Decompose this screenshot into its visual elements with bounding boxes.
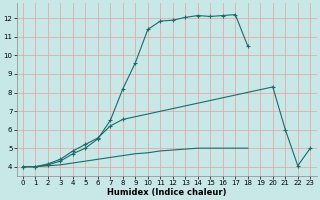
X-axis label: Humidex (Indice chaleur): Humidex (Indice chaleur) <box>107 188 226 197</box>
